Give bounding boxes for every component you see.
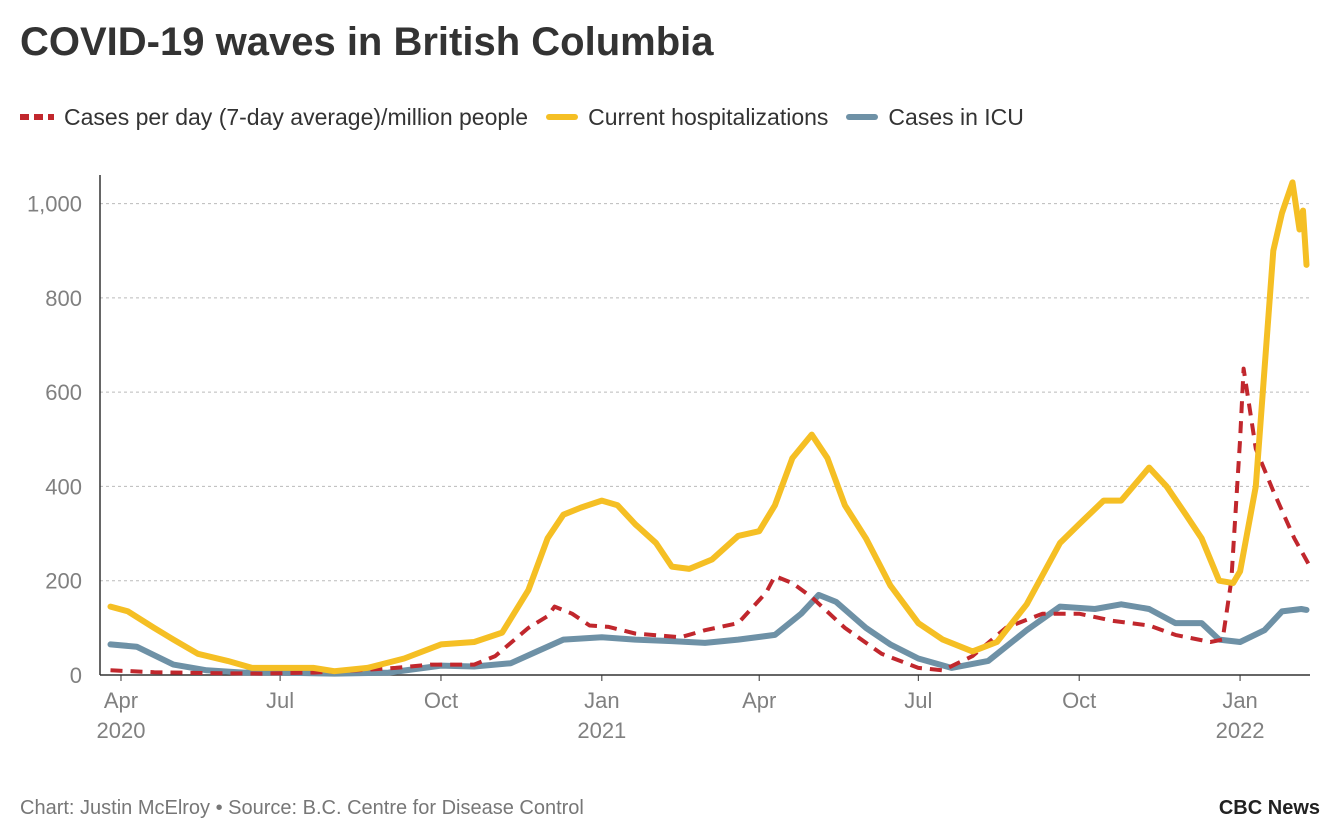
series-line-icu: [107, 591, 1310, 677]
x-tick-label: Oct: [1062, 688, 1096, 713]
x-tick-label: Jul: [904, 688, 932, 713]
legend-swatch-cases: [20, 114, 54, 120]
legend-swatch-icu: [846, 114, 879, 120]
chart-legend: Cases per day (7-day average)/million pe…: [20, 100, 1024, 134]
legend-label-cases: Cases per day (7-day average)/million pe…: [64, 103, 529, 130]
grid-layer: [100, 203, 1310, 582]
y-tick-label: 800: [45, 286, 82, 311]
y-tick-label: 1,000: [27, 192, 82, 217]
series-line-hospitalizations: [107, 179, 1310, 675]
x-tick-year-label: 2021: [577, 718, 626, 743]
y-tick-label: 0: [70, 663, 82, 688]
legend-item-hospitalizations: Current hospitalizations: [546, 104, 828, 131]
chart-title: COVID-19 waves in British Columbia: [20, 20, 714, 64]
x-tick-label: Apr: [104, 688, 138, 713]
brand-logo: CBC News: [1218, 797, 1320, 819]
x-tick-label: Jul: [266, 688, 294, 713]
series-layer: [107, 179, 1312, 677]
y-tick-label: 400: [45, 474, 82, 499]
x-tick-year-label: 2022: [1216, 718, 1265, 743]
x-tick-label: Apr: [742, 688, 776, 713]
legend-label-hospitalizations: Current hospitalizations: [588, 103, 829, 130]
x-tick-year-label: 2020: [97, 718, 146, 743]
chart-source: Chart: Justin McElroy • Source: B.C. Cen…: [20, 797, 584, 819]
series-line-cases: [110, 366, 1312, 676]
x-tick-label: Jan: [584, 688, 619, 713]
legend-swatch-hospitalizations: [546, 114, 579, 120]
y-tick-label: 200: [45, 569, 82, 594]
x-tick-label: Jan: [1222, 688, 1257, 713]
x-tick-label: Oct: [424, 688, 458, 713]
legend-item-icu: Cases in ICU: [846, 103, 1024, 131]
legend-item-cases: Cases per day (7-day average)/million pe…: [20, 104, 528, 131]
legend-label-icu: Cases in ICU: [888, 103, 1024, 130]
y-tick-label: 600: [45, 380, 82, 405]
